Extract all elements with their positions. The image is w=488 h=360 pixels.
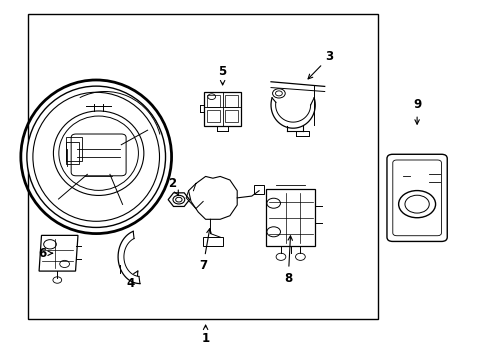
Bar xyxy=(254,185,264,194)
Text: 7: 7 xyxy=(199,229,211,272)
Bar xyxy=(66,142,79,164)
Text: 9: 9 xyxy=(412,99,420,124)
Text: 4: 4 xyxy=(126,271,138,290)
FancyBboxPatch shape xyxy=(386,154,447,242)
Polygon shape xyxy=(168,193,189,206)
Bar xyxy=(206,95,220,107)
Ellipse shape xyxy=(53,111,143,195)
Polygon shape xyxy=(39,235,78,271)
Bar xyxy=(28,14,377,319)
Bar xyxy=(266,189,314,246)
Text: 5: 5 xyxy=(218,64,226,85)
Text: 6: 6 xyxy=(39,247,53,260)
Bar xyxy=(66,138,81,161)
Bar xyxy=(224,95,238,107)
Text: 1: 1 xyxy=(201,325,209,346)
Text: 2: 2 xyxy=(168,177,178,195)
Text: 8: 8 xyxy=(284,236,292,285)
Bar xyxy=(203,237,222,246)
Bar xyxy=(206,110,220,122)
Ellipse shape xyxy=(27,86,165,228)
Text: 3: 3 xyxy=(307,50,333,79)
Bar xyxy=(224,110,238,122)
Bar xyxy=(204,91,241,126)
